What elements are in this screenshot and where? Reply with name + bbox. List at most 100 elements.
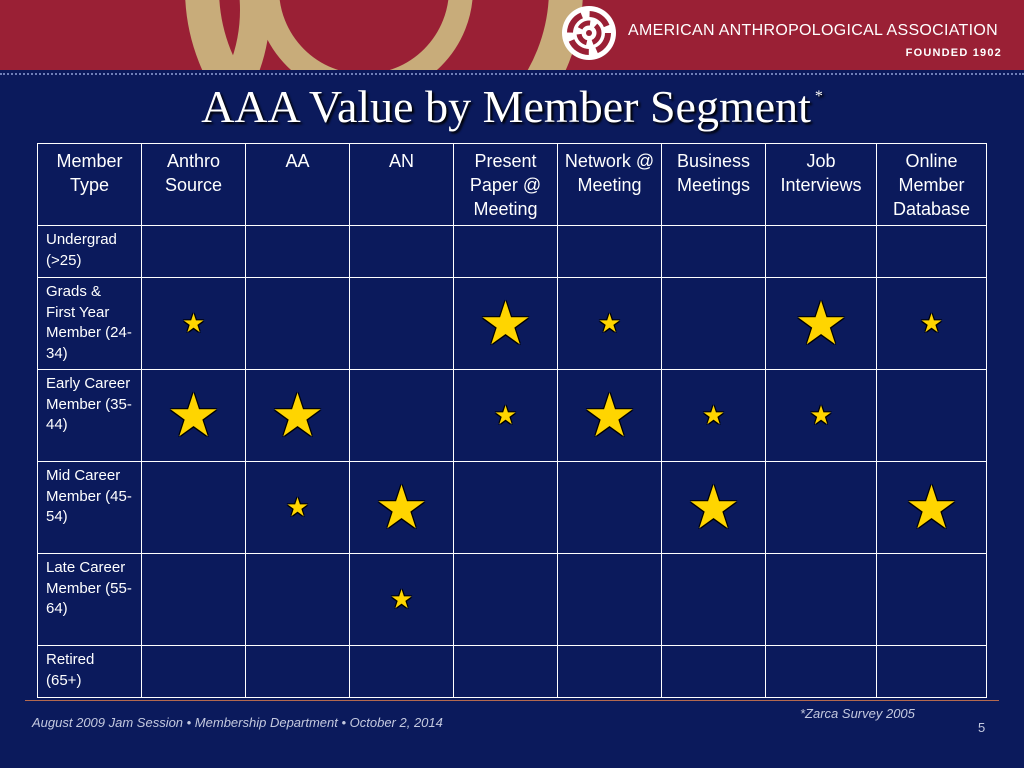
column-header: AA bbox=[245, 143, 350, 226]
table-cell bbox=[765, 461, 877, 554]
slide-title: AAA Value by Member Segment * bbox=[0, 80, 1024, 133]
column-header: Network @ Meeting bbox=[557, 143, 662, 226]
row-label: Early Career Member (35-44) bbox=[37, 369, 142, 462]
star-icon: ★ bbox=[701, 400, 726, 430]
decorative-swirl bbox=[255, 0, 473, 70]
star-icon: ★ bbox=[166, 381, 221, 449]
row-label: Grads & First Year Member (24-34) bbox=[37, 277, 142, 370]
table-cell bbox=[245, 645, 350, 698]
footer-text: August 2009 Jam Session • Membership Dep… bbox=[32, 715, 443, 730]
table-cell bbox=[661, 645, 766, 698]
aaa-swirl-logo-icon bbox=[562, 6, 616, 60]
row-label: Retired (65+) bbox=[37, 645, 142, 698]
table-cell: ★ bbox=[765, 277, 877, 370]
column-header: Business Meetings bbox=[661, 143, 766, 226]
table-cell: ★ bbox=[557, 369, 662, 462]
table-cell bbox=[349, 225, 454, 278]
star-icon: ★ bbox=[919, 308, 944, 338]
table-cell: ★ bbox=[661, 461, 766, 554]
table-cell bbox=[765, 553, 877, 646]
row-label: Mid Career Member (45-54) bbox=[37, 461, 142, 554]
row-label: Late Career Member (55-64) bbox=[37, 553, 142, 646]
column-header: Online Member Database bbox=[876, 143, 987, 226]
column-header: AN bbox=[349, 143, 454, 226]
table-cell: ★ bbox=[876, 461, 987, 554]
table-cell: ★ bbox=[245, 369, 350, 462]
table-row: Grads & First Year Member (24-34) ★ ★ ★ ★ ★ bbox=[37, 277, 987, 370]
header-banner: AMERICAN ANTHROPOLOGICAL ASSOCIATION FOU… bbox=[0, 0, 1024, 70]
table-cell bbox=[453, 553, 558, 646]
table-cell: ★ bbox=[876, 277, 987, 370]
table-cell: ★ bbox=[141, 277, 246, 370]
table-cell: ★ bbox=[557, 277, 662, 370]
table-header-row: Member Type Anthro Source AA AN Present … bbox=[37, 143, 987, 226]
star-icon: ★ bbox=[389, 584, 414, 614]
column-header: Present Paper @ Meeting bbox=[453, 143, 558, 226]
footer-divider bbox=[25, 700, 999, 701]
table-cell bbox=[661, 225, 766, 278]
header-divider bbox=[0, 73, 1024, 75]
table-cell bbox=[141, 553, 246, 646]
table-cell bbox=[765, 225, 877, 278]
star-icon: ★ bbox=[285, 492, 310, 522]
star-icon: ★ bbox=[904, 473, 959, 541]
star-icon: ★ bbox=[582, 381, 637, 449]
star-icon: ★ bbox=[597, 308, 622, 338]
column-header: Anthro Source bbox=[141, 143, 246, 226]
table-cell: ★ bbox=[349, 461, 454, 554]
star-icon: ★ bbox=[686, 473, 741, 541]
table-cell bbox=[453, 461, 558, 554]
table-cell bbox=[141, 645, 246, 698]
table-cell bbox=[557, 553, 662, 646]
table-cell bbox=[876, 553, 987, 646]
table-cell: ★ bbox=[661, 369, 766, 462]
table-cell bbox=[245, 225, 350, 278]
association-name: AMERICAN ANTHROPOLOGICAL ASSOCIATION bbox=[628, 22, 998, 39]
table-cell bbox=[876, 645, 987, 698]
star-icon: ★ bbox=[493, 400, 518, 430]
table-cell bbox=[557, 461, 662, 554]
table-cell bbox=[557, 225, 662, 278]
table-cell bbox=[349, 369, 454, 462]
star-icon: ★ bbox=[809, 400, 833, 430]
table-row: Late Career Member (55-64) ★ bbox=[37, 553, 987, 646]
table-row: Retired (65+) bbox=[37, 645, 987, 698]
star-icon: ★ bbox=[270, 381, 325, 449]
member-segment-table: Member Type Anthro Source AA AN Present … bbox=[37, 143, 987, 698]
table-cell: ★ bbox=[453, 369, 558, 462]
table-cell bbox=[141, 225, 246, 278]
table-cell: ★ bbox=[453, 277, 558, 370]
page-number: 5 bbox=[978, 720, 986, 735]
table-cell bbox=[661, 277, 766, 370]
table-cell: ★ bbox=[765, 369, 877, 462]
table-cell bbox=[876, 369, 987, 462]
table-row: Mid Career Member (45-54) ★ ★ ★ ★ bbox=[37, 461, 987, 554]
star-icon: ★ bbox=[478, 289, 533, 357]
star-icon: ★ bbox=[794, 289, 848, 357]
table-body: Undergrad (>25) Grads & First Year Member… bbox=[37, 225, 987, 698]
founded-year: FOUNDED 1902 bbox=[905, 47, 1002, 59]
table-row: Undergrad (>25) bbox=[37, 225, 987, 278]
table-cell: ★ bbox=[245, 461, 350, 554]
star-icon: ★ bbox=[181, 308, 206, 338]
table-cell: ★ bbox=[141, 369, 246, 462]
table-cell bbox=[453, 645, 558, 698]
table-cell bbox=[453, 225, 558, 278]
table-cell bbox=[557, 645, 662, 698]
table-cell bbox=[141, 461, 246, 554]
column-header: Job Interviews bbox=[765, 143, 877, 226]
slide-title-text: AAA Value by Member Segment bbox=[201, 81, 811, 132]
table-cell bbox=[661, 553, 766, 646]
table-cell bbox=[765, 645, 877, 698]
table-cell bbox=[349, 277, 454, 370]
table-cell bbox=[245, 553, 350, 646]
table-cell: ★ bbox=[349, 553, 454, 646]
footnote-source: *Zarca Survey 2005 bbox=[800, 706, 915, 721]
table-cell bbox=[876, 225, 987, 278]
title-footnote-marker: * bbox=[814, 88, 823, 105]
table-cell bbox=[245, 277, 350, 370]
row-label: Undergrad (>25) bbox=[37, 225, 142, 278]
star-icon: ★ bbox=[374, 473, 429, 541]
table-cell bbox=[349, 645, 454, 698]
column-header: Member Type bbox=[37, 143, 142, 226]
